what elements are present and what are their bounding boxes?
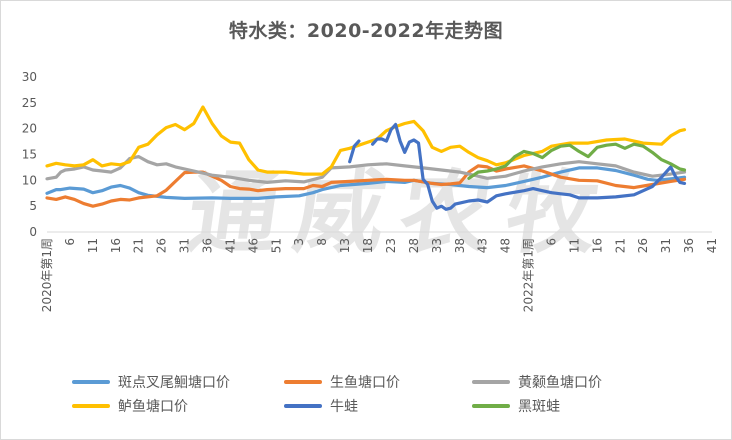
x-tick-label: 28 [407, 238, 421, 253]
x-tick-label: 11 [86, 238, 100, 253]
legend-swatch [284, 404, 322, 408]
x-tick-label: 8 [315, 238, 329, 246]
x-tick-label: 43 [476, 238, 490, 253]
series-line-1 [45, 164, 687, 208]
legend-swatch [72, 404, 110, 408]
x-tick-label: 31 [178, 238, 192, 253]
y-tick-label: 10 [22, 173, 37, 187]
legend-label: 斑点叉尾鮰塘口价 [118, 375, 230, 391]
legend-item: 黄颡鱼塘口价 [472, 372, 602, 392]
series-line-4 [348, 122, 687, 211]
x-tick-label: 36 [201, 238, 215, 253]
x-tick-label: 6 [544, 238, 558, 246]
x-tick-label: 11 [567, 238, 581, 253]
y-axis: 0 5 10 15 20 25 30 [22, 70, 37, 239]
legend-item: 斑点叉尾鮰塘口价 [72, 372, 230, 392]
y-tick-label: 30 [22, 70, 37, 84]
x-axis: 2020年第1周 6 11 16 21 26 31 36 41 46 51 3 8 13 18 23 28 33 3… [40, 231, 719, 312]
x-tick-label: 16 [590, 238, 604, 253]
legend-item: 生鱼塘口价 [284, 372, 400, 392]
legend-swatch [472, 404, 510, 408]
x-tick-label: 41 [705, 238, 719, 253]
legend-swatch [472, 380, 510, 384]
x-tick-label: 26 [155, 238, 169, 253]
chart-title: 特水类：2020-2022年走势图 [228, 20, 504, 42]
y-tick-label: 25 [22, 96, 37, 110]
x-tick-label: 48 [499, 238, 513, 253]
x-tick-label: 41 [223, 238, 237, 253]
legend-label: 生鱼塘口价 [330, 375, 400, 391]
x-tick-label: 33 [430, 238, 444, 253]
x-tick-label: 36 [682, 238, 696, 253]
legend-item: 黑斑蛙 [472, 396, 560, 416]
legend-swatch [72, 380, 110, 384]
x-tick-label: 26 [636, 238, 650, 253]
x-tick-label: 13 [338, 238, 352, 253]
series-line-0 [45, 166, 687, 200]
y-tick-label: 20 [22, 122, 37, 136]
y-tick-label: 5 [29, 199, 37, 213]
x-tick-label: 21 [613, 238, 627, 253]
legend-item: 牛蛙 [284, 396, 358, 416]
y-tick-label: 15 [22, 148, 37, 162]
series-line-3 [45, 105, 687, 176]
x-tick-label: 2020年第1周 [40, 238, 54, 312]
x-tick-label: 6 [63, 238, 77, 246]
legend-label: 牛蛙 [330, 399, 358, 415]
series-line-5 [467, 142, 687, 180]
x-tick-label: 18 [361, 238, 375, 253]
x-tick-label: 31 [659, 238, 673, 253]
x-tick-label: 23 [384, 238, 398, 253]
legend-label: 鲈鱼塘口价 [118, 399, 188, 415]
x-tick-label: 51 [269, 238, 283, 253]
legend-label: 黄颡鱼塘口价 [518, 375, 602, 391]
x-tick-label: 46 [246, 238, 260, 253]
x-tick-label: 21 [132, 238, 146, 253]
series-line-2 [45, 155, 687, 184]
x-tick-label: 3 [292, 238, 306, 246]
legend-item: 鲈鱼塘口价 [72, 396, 188, 416]
series-layer [45, 105, 687, 211]
x-tick-label: 38 [453, 238, 467, 253]
y-tick-label: 0 [29, 225, 37, 239]
legend-label: 黑斑蛙 [518, 399, 560, 415]
x-tick-label: 2022年第1周 [522, 238, 536, 312]
legend-swatch [284, 380, 322, 384]
x-tick-label: 16 [109, 238, 123, 253]
